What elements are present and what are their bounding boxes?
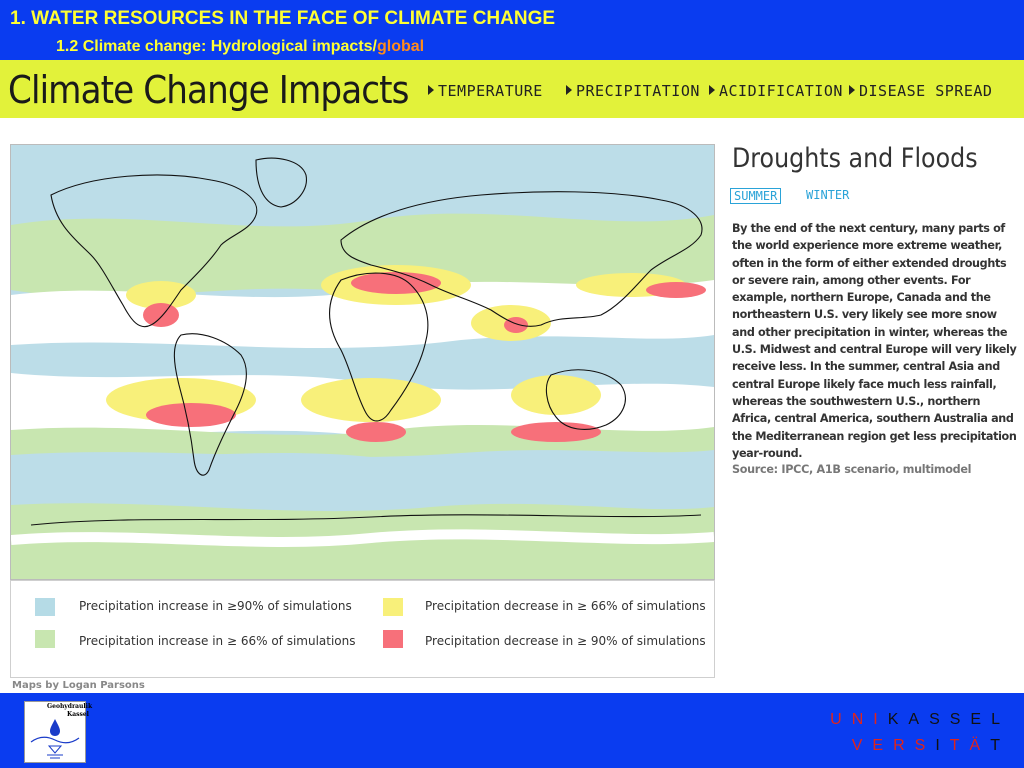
uni-letter: I (873, 711, 888, 728)
legend-label-increase-90: Precipitation increase in ≥90% of simula… (79, 599, 352, 613)
legend-label-increase-66: Precipitation increase in ≥ 66% of simul… (79, 634, 356, 648)
uni-letter: R (893, 737, 915, 754)
antarctic-white-streak (11, 529, 714, 547)
strong-dry-south-pacific (146, 403, 236, 427)
greenland-outline (255, 157, 307, 208)
continent-outlines (30, 157, 703, 526)
south-america-outline (173, 333, 247, 476)
uni-letter: S (949, 711, 971, 728)
geohydraulik-logo: Geohydraulik Kassel (24, 701, 92, 763)
uni-letter: L (991, 711, 1010, 728)
uni-letter: E (970, 711, 992, 728)
water-drop-icon (30, 719, 80, 759)
strong-dry-north-pacific (646, 282, 706, 298)
triangle-right-icon (709, 85, 715, 95)
north-america-outline (50, 174, 258, 328)
slide-footer: Geohydraulik Kassel UNIKASSEL VERSITÄT (0, 693, 1024, 768)
legend-swatch-decrease-90 (383, 630, 403, 648)
strong-dry-south-australia (511, 422, 601, 442)
band-southern-ocean (11, 450, 714, 512)
article-title: Droughts and Floods (732, 143, 978, 174)
subtitle-text: 1.2 Climate change: Hydrological impacts… (56, 38, 377, 55)
nav-label: PRECIPITATION (576, 82, 700, 100)
legend-swatch-increase-90 (35, 598, 55, 616)
uni-letter: S (929, 711, 950, 728)
slide-title: 1. WATER RESOURCES IN THE FACE OF CLIMAT… (10, 8, 556, 29)
uni-letter: S (914, 737, 936, 754)
dry-zone-sw-us (126, 281, 196, 309)
world-precipitation-map (10, 144, 715, 580)
africa-outline (329, 272, 429, 422)
uni-letter: N (851, 711, 874, 728)
nav-temperature[interactable]: TEMPERATURE (428, 82, 543, 100)
uni-letter: K (887, 711, 909, 728)
university-name-line2: VERSITÄT (852, 737, 1010, 755)
map-credit: Maps by Logan Parsons (12, 680, 145, 691)
australia-outline (545, 369, 626, 430)
slide-header: 1. WATER RESOURCES IN THE FACE OF CLIMAT… (0, 0, 1024, 60)
band-equatorial (11, 335, 714, 381)
season-tab-summer[interactable]: SUMMER (730, 188, 782, 204)
nav-label: TEMPERATURE (438, 82, 543, 100)
band-increase-66-north (11, 213, 714, 303)
uni-letters: UNIKASSEL (830, 711, 1010, 728)
uni-letter: E (872, 737, 894, 754)
nav-precipitation[interactable]: PRECIPITATION (566, 82, 700, 100)
logo-text-line2: Kassel (67, 711, 89, 718)
season-tab-winter[interactable]: WINTER (806, 188, 850, 202)
nav-label: DISEASE SPREAD (859, 82, 993, 100)
legend-swatch-increase-66 (35, 630, 55, 648)
subtitle-accent: global (376, 38, 425, 55)
slide-subtitle: 1.2 Climate change: Hydrological impacts… (56, 38, 424, 56)
nav-label: ACIDIFICATION (719, 82, 843, 100)
article-body: By the end of the next century, many par… (732, 222, 1017, 460)
nav-disease-spread[interactable]: DISEASE SPREAD (849, 82, 992, 100)
uni-letter: V (851, 737, 873, 754)
legend-label-decrease-66: Precipitation decrease in ≥ 66% of simul… (425, 599, 706, 613)
dry-zone-indian-ocean (511, 375, 601, 415)
banner-title: Climate Change Impacts (8, 68, 409, 112)
university-name-line1: UNIKASSEL (830, 711, 1010, 729)
antarctica-outline (30, 514, 702, 526)
legend-swatch-decrease-66 (383, 598, 403, 616)
nav-acidification[interactable]: ACIDIFICATION (709, 82, 843, 100)
dry-zone-south-atlantic (301, 378, 441, 422)
legend-label-decrease-90: Precipitation decrease in ≥ 90% of simul… (425, 634, 706, 648)
uni-letter: I (935, 737, 950, 754)
uni-letter: T (990, 737, 1010, 754)
uni-letter: Ä (969, 737, 991, 754)
strong-dry-central-america (143, 303, 179, 327)
uni-letter: T (949, 737, 970, 754)
strong-dry-south-africa (346, 422, 406, 442)
strong-dry-south-asia (504, 317, 528, 333)
map-graphic (11, 145, 714, 579)
eurasia-outline (340, 191, 703, 327)
logo-text-line1: Geohydraulik (47, 703, 93, 710)
article-source: Source: IPCC, A1B scenario, multimodel (732, 463, 972, 476)
uni-letter: A (908, 711, 930, 728)
content-panel: Climate Change Impacts TEMPERATURE PRECI… (0, 60, 1024, 693)
map-legend: Precipitation increase in ≥90% of simula… (10, 580, 715, 678)
triangle-right-icon (849, 85, 855, 95)
uni-letters: VERSITÄT (852, 737, 1010, 754)
strong-dry-mediterranean (351, 272, 441, 294)
triangle-right-icon (566, 85, 572, 95)
banner: Climate Change Impacts TEMPERATURE PRECI… (0, 60, 1024, 118)
triangle-right-icon (428, 85, 434, 95)
uni-letter: U (830, 711, 852, 728)
